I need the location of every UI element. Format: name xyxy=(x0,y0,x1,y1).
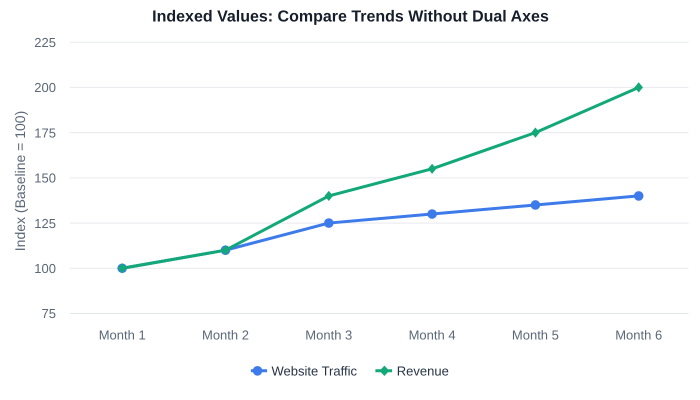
svg-text:Month 1: Month 1 xyxy=(99,328,146,343)
svg-text:75: 75 xyxy=(42,306,56,321)
svg-text:175: 175 xyxy=(34,125,56,140)
svg-text:Website Traffic: Website Traffic xyxy=(272,363,358,378)
svg-text:Month 4: Month 4 xyxy=(409,328,456,343)
svg-text:Month 5: Month 5 xyxy=(512,328,559,343)
svg-text:100: 100 xyxy=(34,261,56,276)
svg-text:Month 2: Month 2 xyxy=(202,328,249,343)
svg-text:Indexed Values: Compare Trends: Indexed Values: Compare Trends Without D… xyxy=(152,9,549,26)
svg-text:Month 6: Month 6 xyxy=(615,328,662,343)
svg-text:225: 225 xyxy=(34,35,56,50)
svg-text:Month 3: Month 3 xyxy=(305,328,352,343)
svg-text:Revenue: Revenue xyxy=(397,363,449,378)
svg-text:150: 150 xyxy=(34,171,56,186)
svg-text:125: 125 xyxy=(34,216,56,231)
svg-text:200: 200 xyxy=(34,80,56,95)
svg-text:Index (Baseline = 100): Index (Baseline = 100) xyxy=(12,111,28,251)
